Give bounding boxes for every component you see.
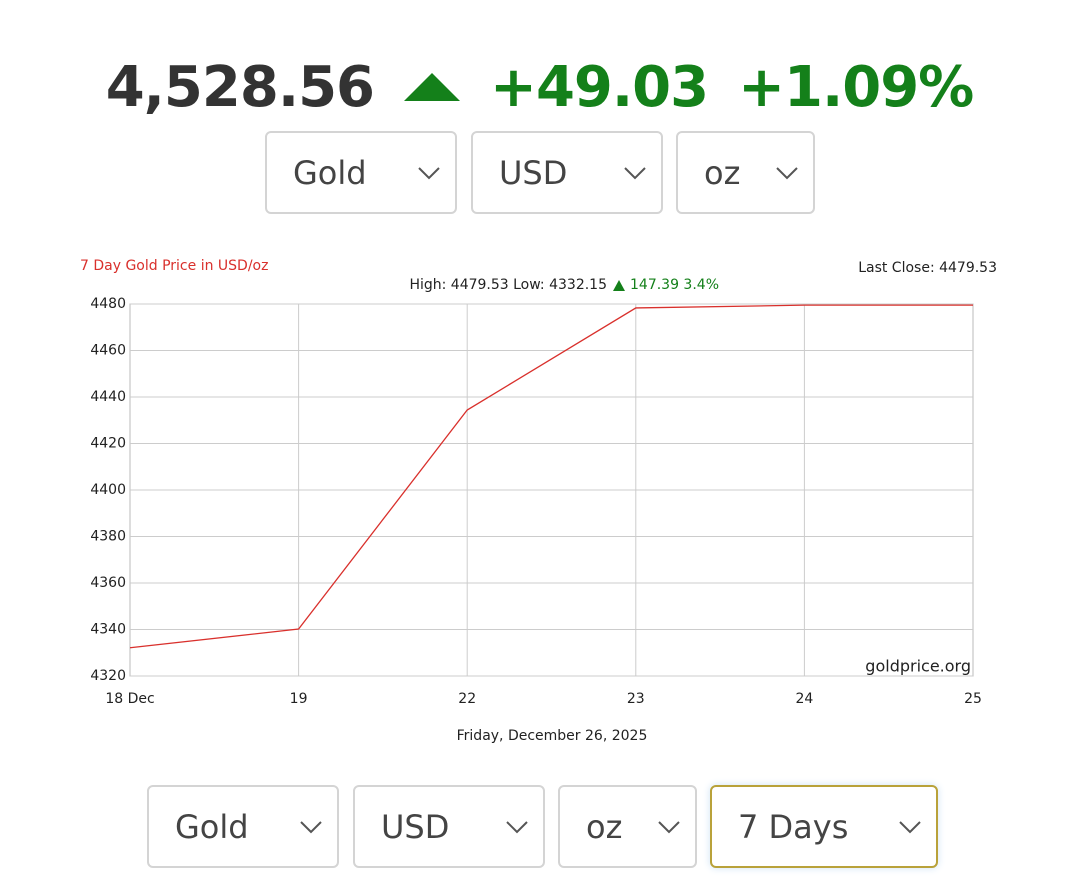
y-tick-label: 4480 — [90, 296, 126, 312]
y-tick-label: 4440 — [90, 389, 126, 405]
y-tick-label: 4380 — [90, 529, 126, 545]
price: 4,528.56 — [105, 54, 375, 120]
y-tick-label: 4340 — [90, 622, 126, 638]
dropdown-label: Gold — [175, 807, 249, 846]
chevron — [506, 820, 528, 833]
x-tick-label: 22 — [458, 691, 476, 707]
y-tick-label: 4360 — [90, 575, 126, 591]
y-tick-label: 4420 — [90, 436, 126, 452]
dropdown[interactable]: 7 Days — [710, 785, 938, 868]
dropdown[interactable]: Gold — [147, 785, 339, 868]
change-percent: +1.09% — [738, 54, 974, 120]
chevron — [658, 820, 680, 833]
x-tick-label: 18 Dec — [105, 691, 154, 707]
chevron — [776, 166, 798, 179]
dropdown[interactable]: oz — [676, 131, 815, 214]
chevron — [300, 820, 322, 833]
dropdown-label: USD — [381, 807, 450, 846]
dropdown-label: 7 Days — [738, 807, 849, 846]
chevron — [418, 166, 440, 179]
dropdown-label: USD — [499, 153, 568, 192]
dropdown[interactable]: USD — [353, 785, 545, 868]
dropdown[interactable]: USD — [471, 131, 663, 214]
x-tick-label: 25 — [964, 691, 982, 707]
x-tick-label: 24 — [795, 691, 813, 707]
x-tick-label: 23 — [627, 691, 645, 707]
dropdown[interactable]: Gold — [265, 131, 457, 214]
y-tick-label: 4320 — [90, 668, 126, 684]
dropdown-label: oz — [704, 153, 741, 192]
x-tick-label: 19 — [290, 691, 308, 707]
price-line — [129, 304, 974, 649]
chevron — [899, 820, 921, 833]
chart-title: 7 Day Gold Price in USD/oz — [80, 258, 268, 274]
chart: 7 Day Gold Price in USD/oz High: 4479.53… — [80, 258, 997, 744]
dropdown[interactable]: oz — [558, 785, 697, 868]
dropdown-label: oz — [586, 807, 623, 846]
dropdown-label: Gold — [293, 153, 367, 192]
last-close: Last Close: 4479.53 — [858, 260, 997, 276]
chevron — [624, 166, 646, 179]
watermark: goldprice.org — [865, 657, 971, 676]
change-arrow — [613, 280, 625, 291]
up-arrow — [404, 73, 461, 101]
price-header: 4,528.56 +49.03 +1.09% — [0, 52, 1079, 122]
x-axis-label: Friday, December 26, 2025 — [457, 728, 648, 744]
change: +49.03 — [490, 54, 709, 120]
change-label: 147.39 3.4% — [630, 277, 719, 293]
y-tick-label: 4460 — [90, 343, 126, 359]
chart-subtitle: High: 4479.53 Low: 4332.15 — [409, 277, 607, 293]
y-tick-label: 4400 — [90, 482, 126, 498]
